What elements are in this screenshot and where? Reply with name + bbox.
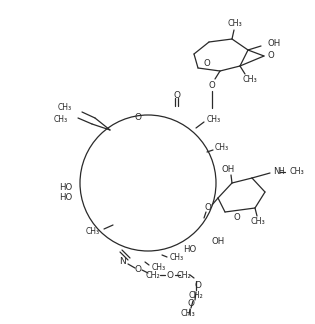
Text: HO: HO xyxy=(59,193,72,202)
Text: CH₃: CH₃ xyxy=(290,168,305,177)
Text: CH₃: CH₃ xyxy=(207,115,221,124)
Text: CH₃: CH₃ xyxy=(215,144,229,153)
Text: CH₃: CH₃ xyxy=(251,217,265,226)
Text: O: O xyxy=(209,80,215,89)
Text: OH: OH xyxy=(267,40,280,49)
Text: HO: HO xyxy=(59,183,72,192)
Text: O: O xyxy=(174,91,180,100)
Text: CH₃: CH₃ xyxy=(152,263,166,272)
Text: CH₂: CH₂ xyxy=(177,271,192,280)
Text: O: O xyxy=(234,213,240,222)
Text: CH₂: CH₂ xyxy=(146,271,160,280)
Text: O: O xyxy=(167,271,174,280)
Text: CH₃: CH₃ xyxy=(228,19,242,29)
Text: N: N xyxy=(273,168,279,177)
Text: N: N xyxy=(119,258,125,267)
Text: H: H xyxy=(278,168,284,177)
Text: OH: OH xyxy=(221,166,235,175)
Text: O: O xyxy=(187,299,194,308)
Text: HO: HO xyxy=(183,246,196,254)
Text: O: O xyxy=(135,113,141,122)
Text: CH₃: CH₃ xyxy=(58,103,72,112)
Text: CH₃: CH₃ xyxy=(243,75,257,85)
Text: O: O xyxy=(194,282,202,291)
Text: O: O xyxy=(205,202,211,212)
Text: CH₃: CH₃ xyxy=(54,115,68,124)
Text: O: O xyxy=(135,265,141,274)
Text: OH: OH xyxy=(211,237,225,247)
Text: CH₂: CH₂ xyxy=(189,292,203,300)
Text: CH₃: CH₃ xyxy=(180,308,195,318)
Text: CH₃: CH₃ xyxy=(170,253,184,262)
Text: CH₃: CH₃ xyxy=(86,227,100,237)
Text: O: O xyxy=(268,51,275,60)
Text: O: O xyxy=(203,59,210,67)
